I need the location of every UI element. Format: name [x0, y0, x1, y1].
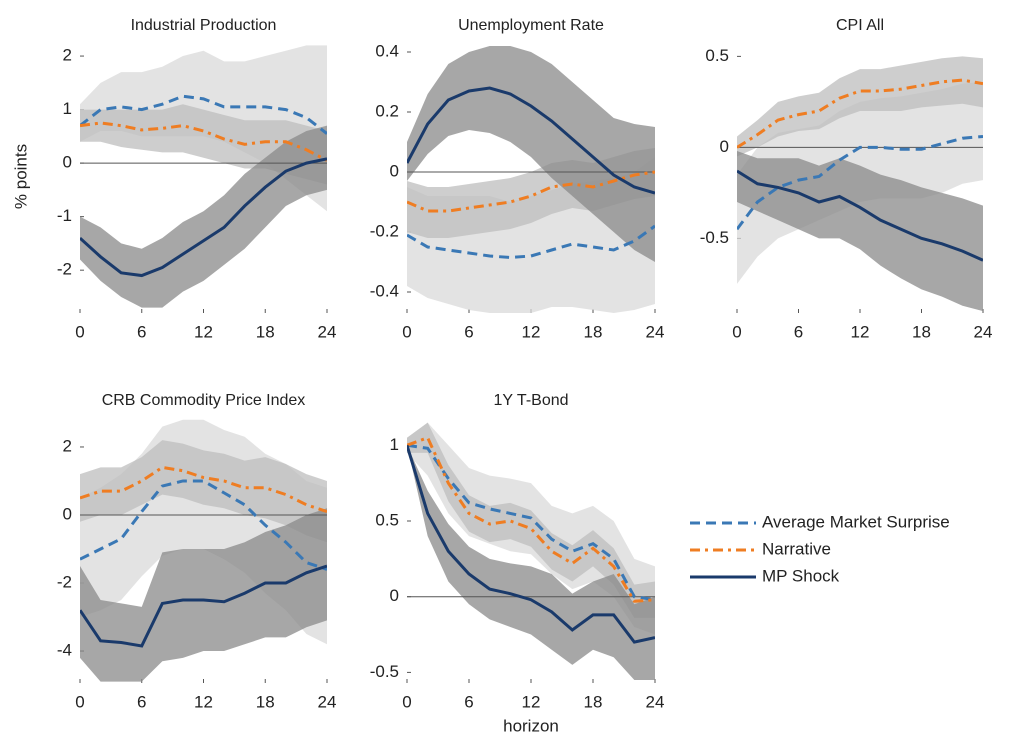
confidence-band — [407, 422, 655, 618]
x-tick-label: 6 — [464, 322, 473, 341]
confidence-band — [80, 508, 327, 682]
series-line — [80, 479, 327, 571]
y-tick-label: -0.2 — [370, 221, 399, 240]
panel-title: Industrial Production — [131, 17, 277, 34]
x-tick-label: 12 — [194, 692, 213, 711]
y-tick-label: 0 — [63, 153, 72, 172]
y-tick-label: -0.5 — [370, 662, 399, 681]
series-line — [80, 465, 327, 514]
x-tick-label: 6 — [464, 692, 473, 711]
series-line — [407, 86, 655, 195]
y-tick-label: -4 — [57, 641, 72, 660]
x-tick-label: 0 — [732, 322, 741, 341]
confidence-band — [80, 125, 327, 308]
y-tick-label: 2 — [63, 436, 72, 455]
confidence-band — [737, 151, 983, 312]
x-tick-label: 24 — [974, 322, 993, 341]
series-line — [80, 157, 327, 278]
y-tick-label: 2 — [63, 46, 72, 65]
x-tick-label: 18 — [912, 322, 931, 341]
x-tick-label: 18 — [584, 322, 603, 341]
x-tick-label: 6 — [794, 322, 803, 341]
panel: CPI All -0.5 0 0.5 0 6 12 18 24 — [700, 17, 993, 341]
plot-area — [80, 45, 327, 308]
x-tick-label: 12 — [522, 322, 541, 341]
panel: CRB Commodity Price Index -4 -2 0 2 0 6 12 18 24 — [57, 392, 337, 711]
series-line — [407, 224, 655, 260]
x-tick-label: 6 — [137, 322, 146, 341]
series-line — [80, 564, 327, 648]
series-line — [407, 435, 655, 603]
legend-label: Average Market Surprise — [762, 512, 950, 531]
series-line — [407, 444, 655, 644]
y-tick-label: 0 — [63, 504, 72, 523]
x-tick-label: 0 — [402, 692, 411, 711]
panel-title: 1Y T-Bond — [493, 392, 568, 409]
plot-area — [737, 56, 983, 312]
series-line — [737, 169, 983, 262]
y-tick-label: 0 — [720, 137, 729, 156]
confidence-band — [737, 56, 983, 157]
series-line — [737, 78, 983, 149]
x-tick-label: 12 — [851, 322, 870, 341]
x-tick-label: 18 — [584, 692, 603, 711]
y-tick-label: 0.5 — [705, 46, 729, 65]
panel-title: CRB Commodity Price Index — [102, 392, 306, 409]
x-tick-label: 24 — [646, 692, 665, 711]
y-tick-label: 0.2 — [375, 101, 399, 120]
series-line — [737, 134, 983, 231]
x-tick-label: 18 — [256, 322, 275, 341]
series-line — [80, 121, 327, 162]
y-tick-label: 1 — [390, 435, 399, 454]
x-tick-label: 18 — [256, 692, 275, 711]
x-tick-label: 24 — [318, 692, 337, 711]
y-tick-label: 0 — [390, 586, 399, 605]
x-tick-label: 12 — [194, 322, 213, 341]
confidence-band — [407, 46, 655, 262]
x-tick-label: 0 — [75, 692, 84, 711]
y-tick-label: 1 — [63, 99, 72, 118]
panel-title: Unemployment Rate — [458, 17, 604, 34]
confidence-band — [407, 445, 655, 680]
legend-label: MP Shock — [762, 566, 840, 585]
y-tick-label: -1 — [57, 206, 72, 225]
x-tick-label: 24 — [646, 322, 665, 341]
legend-label: Narrative — [762, 539, 831, 558]
legend: Average Market Surprise Narrative MP Shock — [690, 512, 950, 585]
y-tick-label: -0.4 — [370, 281, 399, 300]
series-line — [80, 94, 327, 135]
x-tick-label: 0 — [402, 322, 411, 341]
y-axis-label: % points — [11, 144, 30, 209]
y-tick-label: 0 — [390, 161, 399, 180]
plot-area — [407, 46, 655, 313]
x-tick-label: 0 — [75, 322, 84, 341]
plot-area — [80, 419, 327, 682]
y-tick-label: -0.5 — [700, 228, 729, 247]
x-axis-label: horizon — [503, 716, 559, 735]
series-line — [407, 443, 655, 602]
plot-area — [407, 422, 655, 680]
y-tick-label: 0.4 — [375, 41, 399, 60]
y-tick-label: -2 — [57, 260, 72, 279]
series-line — [407, 170, 655, 213]
y-tick-label: -2 — [57, 572, 72, 591]
confidence-band — [80, 440, 327, 543]
x-tick-label: 24 — [318, 322, 337, 341]
panel-title: CPI All — [836, 17, 884, 34]
panel: Unemployment Rate -0.4 -0.2 0 0.2 0.4 0 6 12 18 24 — [370, 17, 665, 341]
x-tick-label: 6 — [137, 692, 146, 711]
x-tick-label: 12 — [522, 692, 541, 711]
y-tick-label: 0.5 — [375, 510, 399, 529]
